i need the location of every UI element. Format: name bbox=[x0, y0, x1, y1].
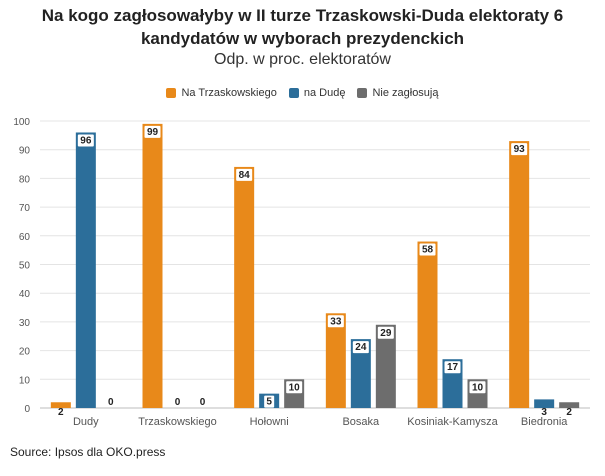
data-label-bg-na-dude-dudy bbox=[77, 134, 94, 147]
data-label-nie-zaglosuja-holowni: 10 bbox=[289, 382, 301, 393]
bar-na-dude-bosaka bbox=[350, 339, 371, 408]
bar-na-trzaskowskiego-holowni bbox=[234, 166, 255, 408]
y-tick-label-60: 60 bbox=[19, 232, 31, 243]
data-label-na-dude-dudy: 96 bbox=[80, 135, 92, 146]
legend-label-duda: na Dudę bbox=[303, 87, 346, 99]
legend-label-trzaskowski: Na Trzaskowskiego bbox=[181, 87, 277, 99]
data-label-nie-zaglosuja-biedronia: 2 bbox=[566, 407, 572, 418]
data-label-na-dude-biedronia: 3 bbox=[541, 407, 547, 418]
data-label-na-dude-holowni: 5 bbox=[266, 397, 272, 408]
bar-nie-zaglosuja-biedronia bbox=[559, 402, 580, 408]
x-tick-label-holowni: Hołowni bbox=[250, 416, 289, 428]
data-label-bg-na-dude-bosaka bbox=[352, 341, 369, 354]
data-label-bg-na-trzaskowskiego-kosiniak-kamysza bbox=[419, 243, 436, 256]
x-tick-label-trzaskowskiego: Trzaskowskiego bbox=[138, 416, 216, 428]
y-tick-label-70: 70 bbox=[19, 203, 31, 214]
data-label-na-trzaskowskiego-holowni: 84 bbox=[239, 170, 251, 181]
legend-swatch-duda bbox=[288, 88, 299, 98]
data-label-bg-na-trzaskowskiego-trzaskowskiego bbox=[144, 125, 161, 138]
bar-na-trzaskowskiego-bosaka bbox=[325, 313, 346, 408]
x-tick-label-biedronia: Biedronia bbox=[521, 416, 568, 428]
data-label-na-trzaskowskiego-kosiniak-kamysza: 58 bbox=[422, 245, 434, 256]
bar-na-trzaskowskiego-trzaskowskiego bbox=[142, 123, 163, 409]
data-label-bg-nie-zaglosuja-holowni bbox=[286, 381, 303, 394]
data-label-nie-zaglosuja-kosiniak-kamysza: 10 bbox=[472, 382, 484, 393]
x-tick-label-dudy: Dudy bbox=[73, 416, 99, 428]
data-label-bg-nie-zaglosuja-kosiniak-kamysza bbox=[469, 381, 486, 394]
y-tick-label-0: 0 bbox=[24, 404, 30, 415]
legend: Na Trzaskowskiego na Dudę Nie zagłosują bbox=[0, 87, 605, 99]
y-tick-label-90: 90 bbox=[19, 146, 31, 157]
y-tick-label-50: 50 bbox=[19, 261, 31, 272]
legend-item-trzaskowski[interactable]: Na Trzaskowskiego bbox=[166, 87, 277, 99]
bar-na-trzaskowskiego-kosiniak-kamysza bbox=[417, 241, 438, 408]
data-label-bg-nie-zaglosuja-bosaka bbox=[377, 326, 394, 339]
data-label-na-trzaskowskiego-dudy: 2 bbox=[58, 407, 64, 418]
bar-nie-zaglosuja-bosaka bbox=[375, 324, 396, 408]
data-label-na-trzaskowskiego-biedronia: 93 bbox=[514, 144, 526, 155]
bar-na-trzaskowskiego-biedronia bbox=[509, 141, 530, 408]
chart-title-line-1: Na kogo zagłosowałyby w II turze Trzasko… bbox=[41, 6, 564, 25]
data-label-na-trzaskowskiego-trzaskowskiego: 99 bbox=[147, 127, 159, 138]
y-tick-label-80: 80 bbox=[19, 174, 31, 185]
data-label-bg-na-dude-kosiniak-kamysza bbox=[444, 361, 461, 374]
y-tick-label-40: 40 bbox=[19, 289, 31, 300]
data-label-na-trzaskowskiego-bosaka: 33 bbox=[330, 316, 342, 327]
y-tick-label-20: 20 bbox=[19, 347, 31, 358]
legend-item-nie-zaglosuja[interactable]: Nie zagłosują bbox=[357, 87, 439, 99]
bar-na-dude-biedronia bbox=[534, 399, 555, 408]
x-tick-label-bosaka: Bosaka bbox=[342, 416, 380, 428]
legend-item-duda[interactable]: na Dudę bbox=[288, 87, 346, 99]
data-label-bg-na-trzaskowskiego-holowni bbox=[236, 168, 253, 181]
data-label-na-dude-trzaskowskiego: 0 bbox=[175, 397, 181, 408]
data-label-nie-zaglosuja-trzaskowskiego: 0 bbox=[200, 397, 206, 408]
chart-subtitle: Odp. w proc. elektoratów bbox=[214, 51, 391, 68]
legend-swatch-nie-zaglosuja bbox=[357, 88, 368, 98]
x-tick-label-kosiniak-kamysza: Kosiniak-Kamysza bbox=[407, 416, 498, 428]
y-tick-label-10: 10 bbox=[19, 375, 31, 386]
data-label-bg-na-dude-holowni bbox=[264, 395, 275, 408]
data-label-nie-zaglosuja-dudy: 0 bbox=[108, 397, 114, 408]
data-label-bg-na-trzaskowskiego-biedronia bbox=[511, 143, 528, 156]
data-label-na-dude-bosaka: 24 bbox=[355, 342, 367, 353]
bar-na-trzaskowskiego-dudy bbox=[50, 402, 71, 408]
data-label-nie-zaglosuja-bosaka: 29 bbox=[380, 328, 392, 339]
chart-title-line-2: kandydatów w wyborach prezydenckich bbox=[140, 29, 465, 48]
legend-label-nie-zaglosuja: Nie zagłosują bbox=[372, 87, 439, 99]
y-tick-label-100: 100 bbox=[13, 117, 30, 128]
y-tick-label-30: 30 bbox=[19, 318, 31, 329]
source-note: Source: Ipsos dla OKO.press bbox=[10, 445, 166, 459]
legend-swatch-trzaskowski bbox=[166, 88, 177, 98]
bar-na-dude-dudy bbox=[75, 132, 96, 409]
data-label-bg-na-trzaskowskiego-bosaka bbox=[327, 315, 344, 328]
data-label-na-dude-kosiniak-kamysza: 17 bbox=[447, 362, 459, 373]
